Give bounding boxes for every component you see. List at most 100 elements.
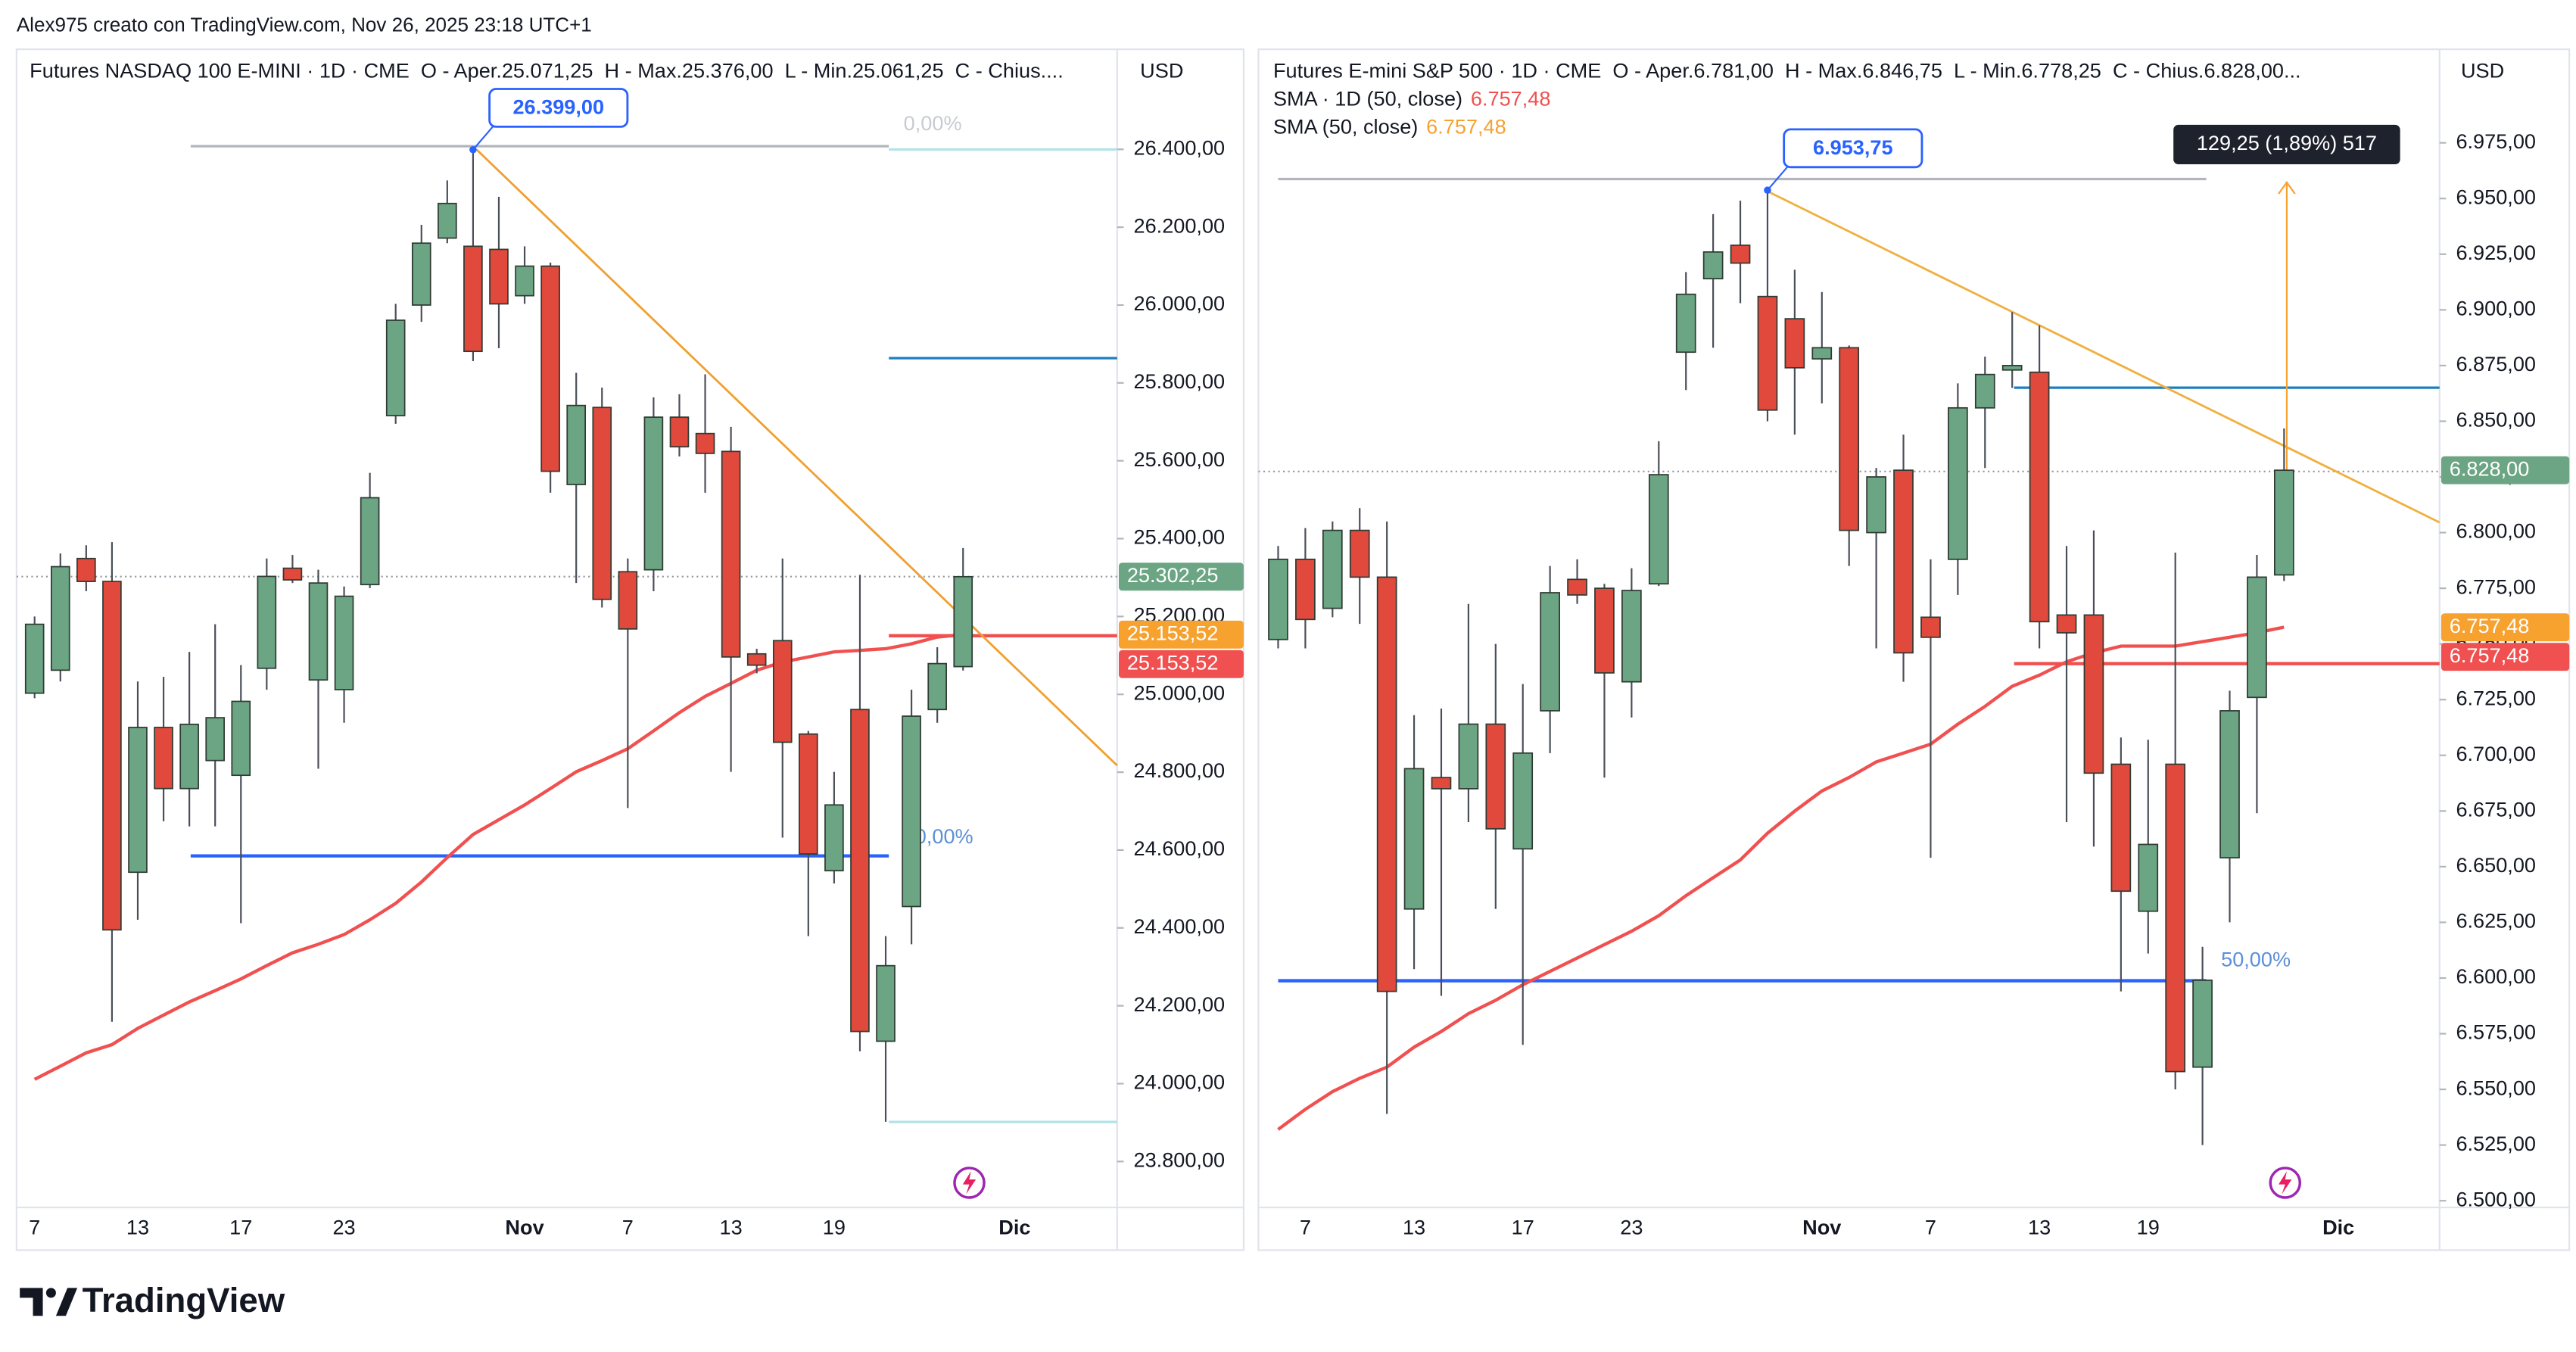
candle-body xyxy=(205,717,226,762)
fib-label: 0,00% xyxy=(904,111,962,135)
price-label: 6.757,48 xyxy=(2450,614,2530,637)
y-tick-label: 6.575,00 xyxy=(2456,1020,2536,1044)
candle-body xyxy=(1811,347,1833,360)
x-tick-label: 7 xyxy=(622,1215,634,1238)
y-tick-label: 6.650,00 xyxy=(2456,853,2536,877)
price-label: 25.153,52 xyxy=(1127,621,1219,644)
sma-legend: SMA (50, close) 6.757,48 xyxy=(1273,114,1506,138)
alert-icon xyxy=(2269,1167,2302,1199)
candle-body xyxy=(824,804,844,872)
x-tick-label: 13 xyxy=(2028,1215,2051,1238)
y-tick-label: 6.675,00 xyxy=(2456,797,2536,821)
candle-body xyxy=(1322,529,1343,609)
brand: TradingView xyxy=(83,1281,285,1319)
candle-body xyxy=(1702,251,1724,280)
candle-body xyxy=(438,202,457,239)
price-label-box xyxy=(2441,613,2570,642)
candle-body xyxy=(489,248,509,305)
candle-body xyxy=(2056,614,2077,634)
left-panel-frame xyxy=(15,48,1244,1251)
candle-body xyxy=(2165,763,2186,1073)
y-tick-label: 6.725,00 xyxy=(2456,686,2536,709)
y-tick-label: 6.625,00 xyxy=(2456,909,2536,933)
x-tick-label: 7 xyxy=(1925,1215,1936,1238)
sma-legend-name: SMA (50, close) xyxy=(1273,114,1418,138)
x-tick-label: Dic xyxy=(2322,1215,2354,1238)
callout-label: 6.953,75 xyxy=(1813,136,1893,159)
sma-legend: SMA · 1D (50, close) 6.757,48 xyxy=(1273,87,1550,111)
candle-body xyxy=(2110,763,2132,893)
price-label: 25.153,52 xyxy=(1127,651,1219,674)
y-tick-label: 6.550,00 xyxy=(2456,1076,2536,1099)
legend: Futures E-mini S&P 500 · 1D · CME O - Ap… xyxy=(1273,59,2301,83)
x-tick-label: 23 xyxy=(1620,1215,1643,1238)
candle-body xyxy=(566,404,586,485)
candle-body xyxy=(1376,576,1397,992)
price-label-box xyxy=(1118,650,1244,678)
candle-body xyxy=(1974,373,1995,409)
candle-body xyxy=(463,245,483,353)
candle-body xyxy=(334,595,354,690)
y-tick-label: 25.800,00 xyxy=(1134,369,1226,393)
sma-line xyxy=(33,633,964,1081)
currency: USD xyxy=(2461,59,2504,83)
candle-body xyxy=(695,432,715,454)
candle-body xyxy=(1512,752,1534,850)
candle-body xyxy=(927,662,947,711)
y-tick-label: 26.200,00 xyxy=(1134,213,1226,237)
candle-body xyxy=(1458,723,1479,790)
y-tick-label: 6.525,00 xyxy=(2456,1132,2536,1155)
candle-body xyxy=(1295,558,1316,621)
y-tick-label: 25.600,00 xyxy=(1134,447,1226,471)
fib-label: 50,00% xyxy=(2221,948,2291,971)
x-tick-label: 7 xyxy=(29,1215,40,1238)
y-tick-label: 25.400,00 xyxy=(1134,525,1226,549)
left-drawings xyxy=(16,145,1118,1123)
candle-body xyxy=(953,575,973,668)
candle-body xyxy=(231,700,251,777)
candle-body xyxy=(1675,293,1696,354)
candle-body xyxy=(2273,469,2294,576)
candle-body xyxy=(515,265,534,297)
candle-body xyxy=(257,575,277,669)
candle-body xyxy=(308,582,329,681)
candle-body xyxy=(50,565,70,671)
candle-body xyxy=(411,242,431,306)
candle-body xyxy=(154,727,173,790)
candle-body xyxy=(1784,318,1805,369)
price-label: 6.757,48 xyxy=(2450,643,2530,667)
candle-body xyxy=(876,964,896,1042)
candle-body xyxy=(2029,371,2050,623)
callout-label: 26.399,00 xyxy=(512,95,604,119)
sma-legend-value: 6.757,48 xyxy=(1471,87,1551,111)
panel-frames xyxy=(15,48,2571,1251)
candle-body xyxy=(1594,587,1615,674)
callout-pointer xyxy=(1767,167,1788,191)
brand-logo xyxy=(20,1288,78,1316)
sma-line xyxy=(1277,625,2285,1131)
x-tick-label: 7 xyxy=(1300,1215,1311,1238)
x-tick-label: Dic xyxy=(998,1215,1030,1238)
x-tick-label: Nov xyxy=(505,1215,544,1238)
y-tick-label: 25.000,00 xyxy=(1134,681,1226,704)
candle-body xyxy=(1485,723,1506,830)
candle-body xyxy=(1403,768,1425,910)
candle-body xyxy=(850,709,870,1033)
y-tick-label: 6.850,00 xyxy=(2456,408,2536,431)
measure-arrow-head xyxy=(2278,181,2296,195)
candle-body xyxy=(618,571,638,630)
candle-body xyxy=(2192,980,2213,1068)
legend: Futures NASDAQ 100 E-MINI · 1D · CME O -… xyxy=(30,59,1064,83)
candle-body xyxy=(282,567,303,581)
y-tick-label: 6.500,00 xyxy=(2456,1187,2536,1210)
candle-body xyxy=(360,497,380,586)
candle-body xyxy=(2138,843,2159,912)
candle-body xyxy=(669,416,690,448)
candle-body xyxy=(1866,476,1886,534)
x-tick-label: 13 xyxy=(720,1215,743,1238)
sma-legend-name: SMA · 1D (50, close) xyxy=(1273,87,1462,111)
alert-icon xyxy=(953,1167,986,1199)
y-tick-label: 6.775,00 xyxy=(2456,575,2536,598)
